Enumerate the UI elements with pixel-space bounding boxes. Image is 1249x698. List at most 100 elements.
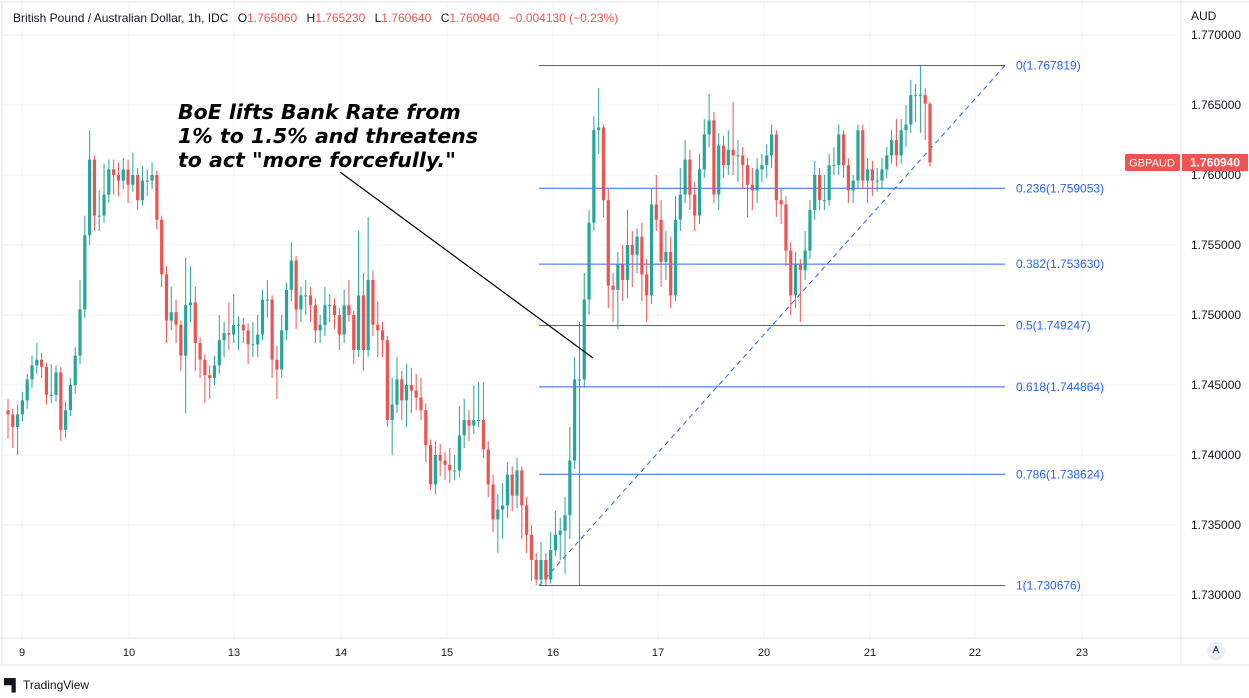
candle-body xyxy=(433,455,437,485)
annotation-text[interactable]: BoE lifts Bank Rate from 1% to 1.5% and … xyxy=(178,100,478,172)
candle xyxy=(510,466,514,511)
candle-body xyxy=(68,385,73,411)
candle xyxy=(712,112,716,203)
candle-body xyxy=(59,372,63,430)
auto-scale-button[interactable]: A xyxy=(1207,642,1225,660)
candle-body xyxy=(308,295,313,306)
candle xyxy=(827,154,831,206)
candle xyxy=(179,320,183,371)
candle xyxy=(549,532,553,584)
time-axis-labels[interactable]: 9 10 13 14 15 16 17 20 21 22 23 xyxy=(19,647,1088,659)
candle xyxy=(313,298,317,343)
time-tick-label: 10 xyxy=(123,647,135,659)
candle xyxy=(251,322,255,357)
candle xyxy=(597,88,601,154)
candle-body xyxy=(184,305,188,356)
candle xyxy=(707,93,711,147)
candle xyxy=(904,105,908,147)
candle-body xyxy=(299,295,303,310)
candle-body xyxy=(462,420,466,436)
candle xyxy=(918,65,922,133)
candle-body xyxy=(409,385,413,391)
candle-body xyxy=(289,260,293,290)
fibonacci-retracement[interactable]: 0(1.767819) 0.236(1.759053) 0.382(1.753630… xyxy=(538,59,1104,593)
candle-body xyxy=(841,134,846,166)
candle xyxy=(448,448,452,483)
candle xyxy=(582,273,586,388)
candle-body xyxy=(323,305,327,325)
time-tick-label: 13 xyxy=(228,647,240,659)
candle-body xyxy=(726,149,730,166)
candle xyxy=(222,322,226,357)
candle xyxy=(789,242,793,315)
candle-body xyxy=(376,324,380,331)
candle xyxy=(198,337,202,378)
fib-level-label: 0(1.767819) xyxy=(1016,59,1081,73)
candle-body xyxy=(160,219,164,275)
price-axis[interactable] xyxy=(1181,0,1249,638)
candle-body xyxy=(265,299,269,301)
candle xyxy=(841,130,846,178)
candle-body xyxy=(270,299,274,360)
candle xyxy=(534,553,538,586)
candle-body xyxy=(779,200,783,205)
last-price-badge: GBPAUD 1.760940 xyxy=(1125,154,1248,171)
candle-body xyxy=(558,530,562,535)
candle xyxy=(467,410,471,441)
candle xyxy=(227,302,231,350)
candle-body xyxy=(621,264,625,280)
candle xyxy=(126,159,130,203)
candle xyxy=(145,169,149,196)
candle-body xyxy=(721,145,726,166)
candle xyxy=(371,270,375,336)
candle-body xyxy=(928,103,932,163)
candle-body xyxy=(227,333,231,335)
candle xyxy=(121,158,125,189)
candle-body xyxy=(140,180,145,201)
candle-body xyxy=(529,534,534,560)
candle-body xyxy=(313,305,317,331)
candle xyxy=(755,158,759,203)
candle xyxy=(16,404,20,455)
candle-body xyxy=(294,260,298,310)
candle xyxy=(563,497,567,574)
candle xyxy=(356,231,361,357)
candle xyxy=(664,231,668,280)
candle-body xyxy=(11,414,15,427)
badge-value: 1.760940 xyxy=(1190,156,1240,170)
candle-body xyxy=(121,169,125,181)
candle xyxy=(102,163,106,223)
candle-body xyxy=(198,343,202,360)
candle-body xyxy=(116,175,121,181)
candle-body xyxy=(601,127,606,201)
candle xyxy=(337,308,341,350)
candle-body xyxy=(222,333,226,341)
candle-body xyxy=(582,299,586,380)
candle-body xyxy=(616,264,620,290)
candle-body xyxy=(385,340,389,420)
candle-body xyxy=(731,149,735,156)
candle-body xyxy=(472,420,476,426)
candle xyxy=(889,130,894,164)
price-tick-label: 1.730000 xyxy=(1191,588,1241,602)
candle xyxy=(155,170,159,230)
candle xyxy=(385,336,389,427)
candle xyxy=(923,88,927,140)
tradingview-branding[interactable]: ▀▌ TradingView xyxy=(4,678,89,692)
candle xyxy=(270,295,274,378)
candle xyxy=(78,280,82,364)
fib-level-label: 0.382(1.753630) xyxy=(1016,257,1104,271)
candle-body xyxy=(49,394,53,396)
candle xyxy=(793,252,798,308)
close-label: C xyxy=(440,11,450,25)
candle xyxy=(654,175,658,231)
candle-body xyxy=(92,159,97,216)
candle xyxy=(851,175,855,203)
candle-body xyxy=(702,134,706,170)
fib-level-label: 0.5(1.749247) xyxy=(1016,319,1091,333)
candle-body xyxy=(212,365,217,378)
candle xyxy=(308,287,313,322)
candle-body xyxy=(54,372,58,395)
candle xyxy=(736,140,740,182)
